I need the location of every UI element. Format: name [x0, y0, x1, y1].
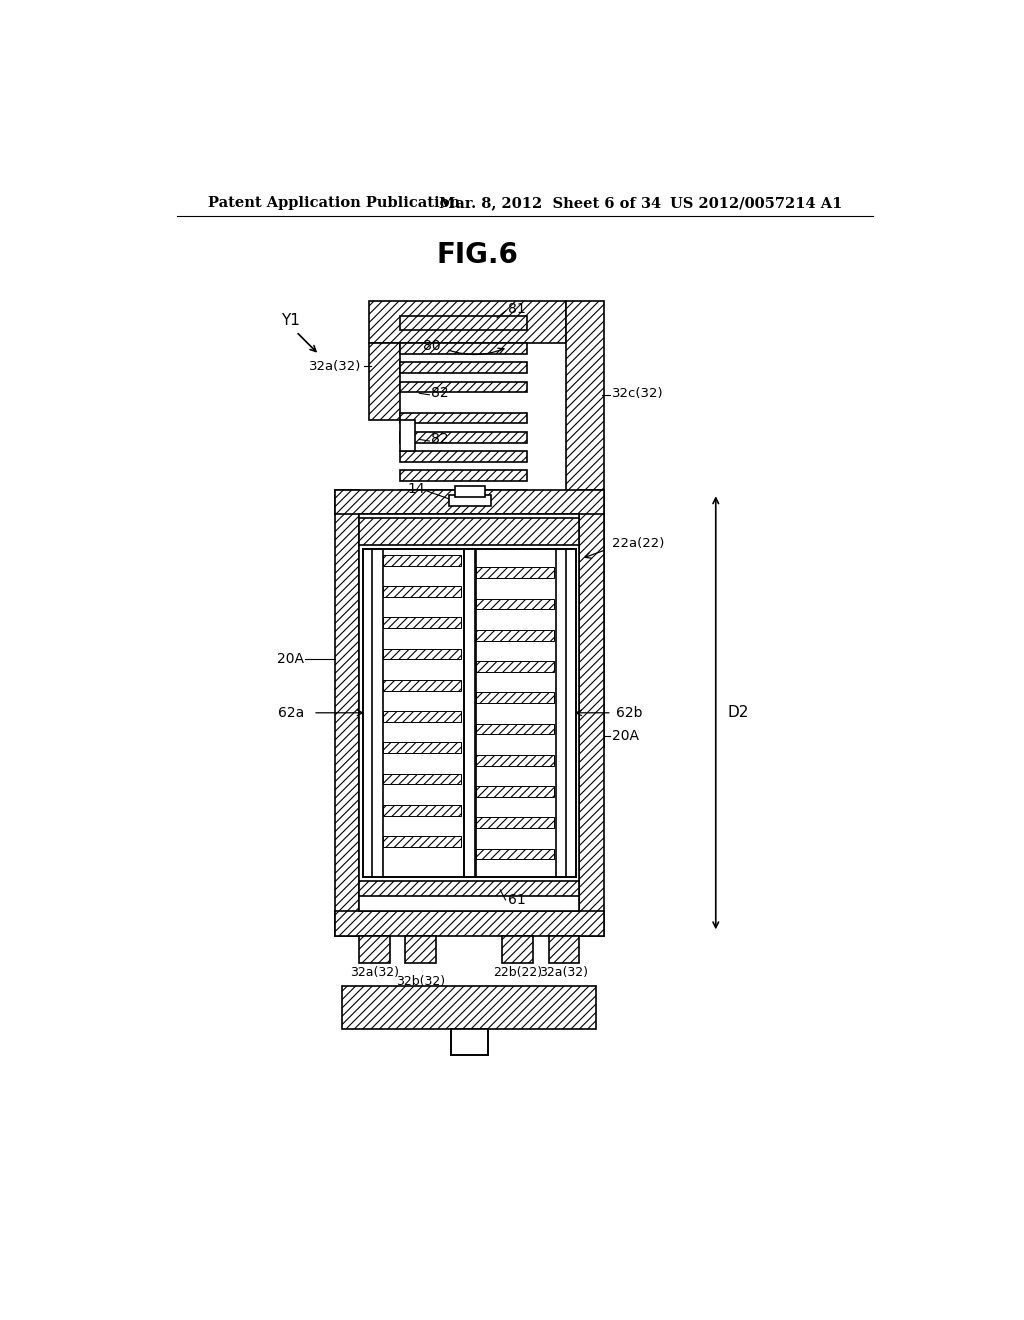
Bar — [580, 490, 604, 936]
Bar — [383, 680, 461, 690]
Bar — [383, 774, 461, 784]
Text: 22b(22): 22b(22) — [494, 966, 543, 979]
Bar — [400, 432, 527, 442]
Bar — [335, 490, 359, 936]
Text: 62b: 62b — [615, 706, 642, 719]
Bar — [335, 490, 604, 513]
Bar — [476, 568, 554, 578]
Bar — [342, 986, 596, 1028]
Bar — [455, 486, 484, 498]
Bar — [476, 817, 554, 828]
Bar — [451, 1028, 487, 1056]
Bar — [359, 517, 580, 545]
Bar — [503, 936, 534, 964]
Text: 32b(32): 32b(32) — [396, 975, 445, 989]
Bar — [370, 343, 400, 420]
Bar — [383, 618, 461, 628]
Bar — [476, 661, 554, 672]
Bar — [476, 755, 554, 766]
Bar — [383, 648, 461, 660]
Bar — [373, 549, 383, 876]
Bar — [400, 412, 527, 424]
Text: 62a: 62a — [278, 706, 304, 719]
Text: 14: 14 — [408, 482, 425, 496]
Bar — [406, 936, 436, 964]
Bar — [400, 451, 527, 462]
Bar — [400, 317, 527, 330]
Bar — [476, 693, 554, 704]
Bar — [370, 301, 565, 343]
Bar — [556, 549, 566, 876]
Text: FIG.6: FIG.6 — [436, 240, 518, 269]
Text: 82: 82 — [431, 387, 449, 400]
Text: Y1: Y1 — [281, 313, 300, 327]
Bar — [476, 723, 554, 734]
Text: 32a(32): 32a(32) — [540, 966, 589, 979]
Text: 20A: 20A — [276, 652, 304, 665]
Text: 80: 80 — [423, 339, 440, 354]
Text: D2: D2 — [727, 705, 749, 721]
Bar — [400, 381, 527, 392]
Bar — [335, 911, 604, 936]
Text: 22a(22): 22a(22) — [611, 537, 665, 550]
Bar — [400, 363, 527, 374]
Bar — [449, 495, 490, 507]
Bar — [400, 490, 527, 500]
Bar — [383, 554, 461, 566]
Bar — [383, 836, 461, 847]
Text: 82: 82 — [431, 433, 449, 446]
Text: Mar. 8, 2012  Sheet 6 of 34: Mar. 8, 2012 Sheet 6 of 34 — [438, 197, 660, 210]
Bar — [383, 586, 461, 597]
Bar — [359, 936, 390, 964]
Bar — [476, 787, 554, 797]
Text: 32c(32): 32c(32) — [611, 387, 664, 400]
Text: Patent Application Publication: Patent Application Publication — [208, 197, 460, 210]
Bar — [400, 343, 527, 354]
Text: US 2012/0057214 A1: US 2012/0057214 A1 — [670, 197, 842, 210]
Bar — [383, 711, 461, 722]
Bar — [400, 470, 527, 480]
Text: 81: 81 — [508, 302, 525, 317]
Bar — [464, 549, 475, 876]
Text: 32a(32): 32a(32) — [309, 360, 361, 372]
Bar — [476, 630, 554, 640]
Bar — [359, 515, 580, 911]
Bar — [565, 301, 604, 747]
Text: 61: 61 — [508, 892, 525, 907]
Bar — [400, 420, 416, 451]
Bar — [476, 599, 554, 610]
Bar — [476, 849, 554, 859]
Bar — [383, 742, 461, 754]
Bar — [364, 549, 575, 876]
Bar — [359, 880, 580, 896]
Text: 32a(32): 32a(32) — [350, 966, 399, 979]
Bar — [549, 936, 580, 964]
Text: 20A: 20A — [611, 729, 639, 743]
Bar — [383, 805, 461, 816]
